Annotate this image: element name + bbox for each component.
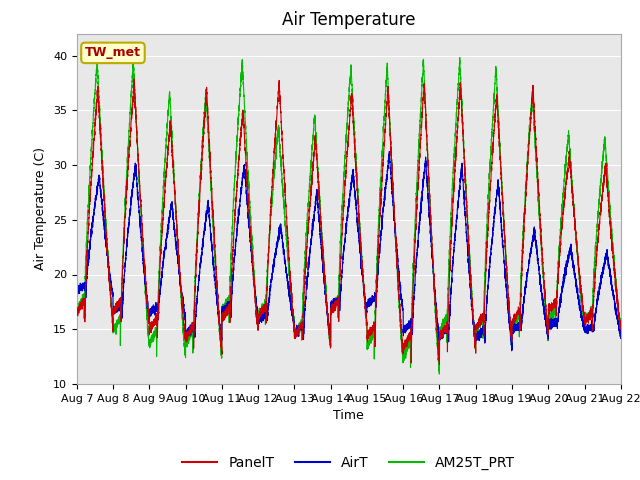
- AM25T_PRT: [73, 308, 81, 313]
- PanelT: [73, 309, 81, 314]
- AM25T_PRT: [258, 309, 266, 315]
- Y-axis label: Air Temperature (C): Air Temperature (C): [35, 147, 47, 270]
- AM25T_PRT: [456, 55, 463, 60]
- AirT: [73, 286, 81, 292]
- AM25T_PRT: [617, 317, 625, 323]
- Legend: PanelT, AirT, AM25T_PRT: PanelT, AirT, AM25T_PRT: [177, 451, 521, 476]
- PanelT: [594, 240, 602, 245]
- AM25T_PRT: [594, 208, 602, 214]
- AirT: [486, 259, 493, 265]
- Line: PanelT: PanelT: [77, 79, 621, 364]
- AM25T_PRT: [330, 298, 338, 303]
- AM25T_PRT: [486, 165, 493, 171]
- Text: TW_met: TW_met: [85, 47, 141, 60]
- PanelT: [617, 318, 625, 324]
- AirT: [385, 149, 393, 155]
- AirT: [330, 296, 338, 301]
- X-axis label: Time: Time: [333, 409, 364, 422]
- PanelT: [258, 310, 266, 315]
- PanelT: [486, 192, 493, 197]
- AM25T_PRT: [588, 305, 595, 311]
- PanelT: [436, 361, 444, 367]
- AirT: [594, 295, 602, 301]
- AirT: [588, 327, 595, 333]
- PanelT: [588, 312, 595, 318]
- AirT: [508, 348, 516, 354]
- AirT: [617, 326, 625, 332]
- Title: Air Temperature: Air Temperature: [282, 11, 415, 29]
- PanelT: [471, 339, 479, 345]
- PanelT: [130, 76, 138, 82]
- Line: AirT: AirT: [77, 152, 621, 351]
- AM25T_PRT: [435, 371, 443, 377]
- AM25T_PRT: [471, 332, 479, 337]
- AirT: [258, 320, 266, 325]
- PanelT: [330, 306, 338, 312]
- AirT: [470, 334, 478, 340]
- Line: AM25T_PRT: AM25T_PRT: [77, 58, 621, 374]
